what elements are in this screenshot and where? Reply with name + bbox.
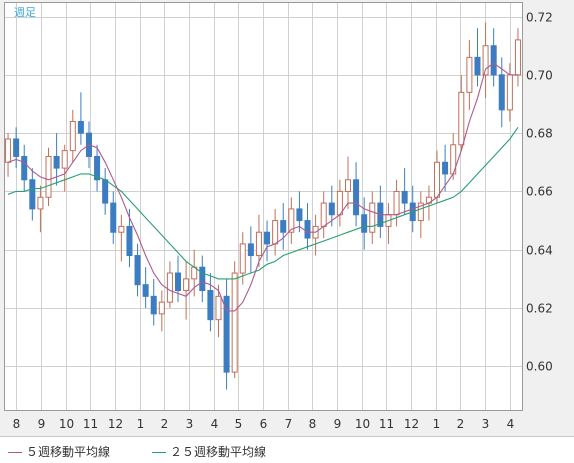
x-tick-label: 6 <box>260 417 268 431</box>
candle-body-up <box>231 272 238 373</box>
x-tick-label: 9 <box>38 417 46 431</box>
candle-body-up <box>37 196 44 210</box>
x-tick-label: 8 <box>309 417 317 431</box>
y-tick-label: 0.64 <box>526 244 553 258</box>
candle-body-up <box>239 243 246 274</box>
candle-body-down <box>150 295 157 315</box>
x-tick-label: 5 <box>235 417 243 431</box>
candle-body-down <box>442 161 449 175</box>
candle-body-up <box>61 150 68 169</box>
x-tick-label: 4 <box>507 417 515 431</box>
candle-body-down <box>142 284 149 297</box>
y-tick-label: 0.72 <box>526 11 553 25</box>
candle-body-up <box>118 225 125 233</box>
chart-canvas: 0.720.700.680.660.640.620.60 8 9 10 11 12 1 2 3… <box>4 2 553 431</box>
candle-body-up <box>255 231 262 257</box>
x-tick-label: 11 <box>83 417 98 431</box>
candle-body-down <box>199 266 206 292</box>
candle-body-up <box>183 278 190 292</box>
candle-body-down <box>110 202 117 233</box>
y-tick-label: 0.66 <box>526 185 553 199</box>
candle-body-down <box>13 138 20 157</box>
x-tick-label: 3 <box>482 417 490 431</box>
candle-body-up <box>506 74 513 111</box>
candle-body-up <box>69 120 76 152</box>
candle-body-down <box>280 220 287 233</box>
candle-body-down <box>53 155 60 169</box>
candle-body-down <box>296 208 303 222</box>
candle-body-up <box>434 161 441 198</box>
legend-label-ma5: ５週移動平均線 <box>26 445 111 459</box>
legend-swatch-ma25 <box>152 452 166 453</box>
moving-average-lines <box>7 62 519 312</box>
x-tick-label: 3 <box>186 417 194 431</box>
candle-body-down <box>134 255 141 286</box>
x-axis-tick-labels: 8 9 10 11 12 1 2 3 4 5 6 7 8 9 10 11 12 1 2 3 4 <box>13 417 515 431</box>
candle-body-down <box>264 231 271 245</box>
candle-body-up <box>458 91 465 146</box>
x-tick-label: 4 <box>211 417 219 431</box>
candle-body-down <box>21 155 28 181</box>
candle-body-down <box>29 179 36 210</box>
legend-item-ma25: ２５週移動平均線 <box>152 443 266 460</box>
candle-body-up <box>369 202 376 233</box>
legend: ５週移動平均線 ２５週移動平均線 <box>0 436 574 463</box>
y-tick-label: 0.68 <box>526 127 553 141</box>
candle-body-up <box>320 202 327 227</box>
x-tick-label: 7 <box>285 417 293 431</box>
x-tick-label: 1 <box>433 417 441 431</box>
x-tick-label: 2 <box>161 417 169 431</box>
legend-swatch-ma5 <box>8 452 22 453</box>
ma5-line <box>7 62 518 312</box>
candle-body-down <box>94 155 101 181</box>
candle-body-up <box>215 295 222 321</box>
candle-body-up <box>5 138 12 163</box>
candle-body-down <box>223 295 230 373</box>
y-tick-label: 0.70 <box>526 69 553 83</box>
candle-body-down <box>126 225 133 257</box>
candle-body-down <box>247 243 254 257</box>
candle-body-down <box>474 56 481 76</box>
candle-body-up <box>514 39 521 76</box>
candle-body-down <box>490 45 497 76</box>
candle-body-down <box>77 120 84 134</box>
candle-body-up <box>344 179 351 192</box>
candle-body-up <box>272 220 279 245</box>
candle-body-down <box>102 179 109 204</box>
y-tick-label: 0.62 <box>526 302 553 316</box>
plot-border <box>4 2 523 411</box>
candle-body-down <box>207 290 214 321</box>
x-tick-label: 12 <box>404 417 419 431</box>
candle-body-up <box>466 56 473 93</box>
x-tick-label: 8 <box>13 417 21 431</box>
candle-body-down <box>498 74 505 111</box>
candle-body-up <box>393 190 400 216</box>
ma25-line <box>7 126 519 280</box>
candle-body-up <box>482 45 489 76</box>
x-tick-label: 10 <box>355 417 370 431</box>
candle-body-down <box>304 220 311 239</box>
y-tick-label: 0.60 <box>526 360 553 374</box>
candle-body-down <box>353 179 360 216</box>
x-tick-label: 2 <box>457 417 465 431</box>
candle-body-up <box>166 272 173 303</box>
candle-body-up <box>158 301 165 315</box>
x-tick-label: 1 <box>137 417 145 431</box>
candle-body-up <box>45 155 52 198</box>
x-tick-label: 10 <box>59 417 74 431</box>
candle-body-up <box>417 202 424 222</box>
candle-body-up <box>288 208 295 233</box>
x-tick-label: 11 <box>379 417 394 431</box>
legend-item-ma5: ５週移動平均線 <box>8 443 110 460</box>
x-tick-label: 9 <box>334 417 342 431</box>
candle-body-down <box>361 214 368 233</box>
candle-body-down <box>328 202 335 216</box>
y-axis-tick-labels: 0.72 0.70 0.68 0.66 0.64 0.62 0.60 <box>526 11 553 374</box>
candle-body-down <box>401 190 408 204</box>
x-tick-label: 12 <box>108 417 123 431</box>
legend-label-ma25: ２５週移動平均線 <box>170 445 267 459</box>
candle-body-down <box>175 272 182 292</box>
period-label: 週足 <box>14 6 36 19</box>
